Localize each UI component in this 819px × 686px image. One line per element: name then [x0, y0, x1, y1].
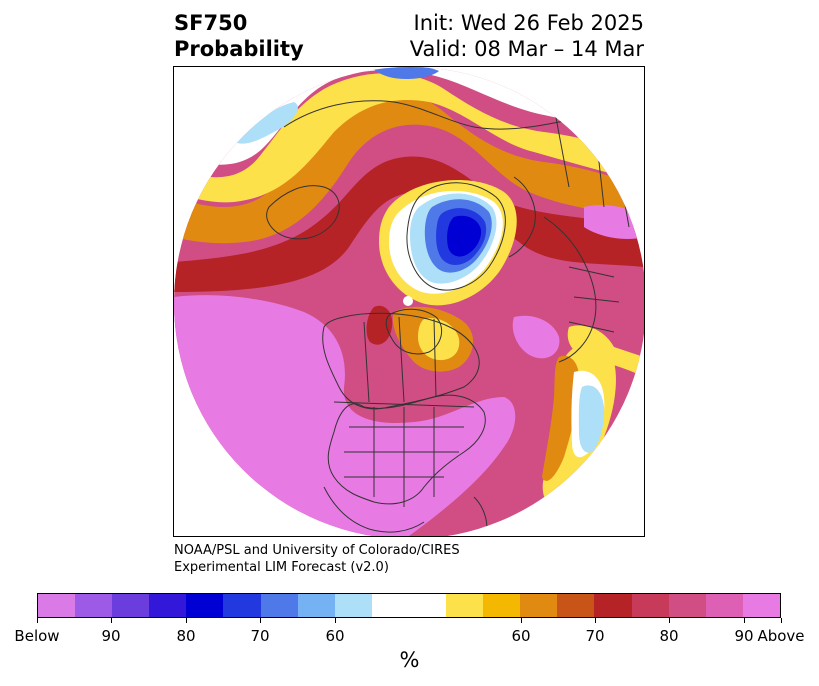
- colorbar-below-swatch: [260, 594, 298, 617]
- forecast-map: [173, 66, 645, 537]
- colorbar-tick-label: 90: [734, 627, 754, 645]
- colorbar-tick-label: 60: [325, 627, 345, 645]
- colorbar-above-swatch: [446, 594, 484, 617]
- colorbar-below-swatch: [149, 594, 187, 617]
- colorbar-tick-label: 90: [101, 627, 121, 645]
- colorbar-unit-label: %: [399, 648, 420, 672]
- title-product: Probability: [174, 37, 304, 61]
- colorbar-tick-label: 70: [250, 627, 270, 645]
- field-small-white-dot: [403, 296, 413, 306]
- colorbar-above-swatch: [594, 594, 632, 617]
- coast-north-america: [327, 394, 486, 505]
- border-us-canada: [333, 401, 475, 408]
- field-pink-south: [174, 295, 516, 536]
- colorbar-below-swatch: [112, 594, 150, 617]
- colorbar-tick-label: Above: [757, 627, 805, 645]
- colorbar-tick-mark: [595, 618, 596, 623]
- colorbar-above-swatch: [742, 594, 780, 617]
- colorbar-below-swatch: [334, 594, 372, 617]
- colorbar-tick-mark: [111, 618, 112, 623]
- colorbar-tick-mark: [186, 618, 187, 623]
- coast-canada: [322, 312, 480, 410]
- coast-greenland: [406, 182, 506, 291]
- colorbar-tick-label: 80: [176, 627, 196, 645]
- colorbar-above-swatch: [557, 594, 595, 617]
- colorbar-tick-mark: [37, 618, 38, 623]
- credit-line-1: NOAA/PSL and University of Colorado/CIRE…: [174, 543, 460, 558]
- title-variable: SF750: [174, 11, 248, 35]
- map-svg: [174, 67, 644, 536]
- field-pink-east: [512, 315, 560, 359]
- coast-alaska: [266, 185, 340, 240]
- coast-central-america: [323, 486, 425, 533]
- field-lightblue-atlantic: [578, 385, 605, 453]
- valid-range: Valid: 08 Mar – 14 Mar: [409, 37, 644, 61]
- colorbar-below-swatch: [38, 594, 76, 617]
- colorbar-tick-mark: [260, 618, 261, 623]
- forecast-dates: Init: Wed 26 Feb 2025 Valid: 08 Mar – 14…: [410, 10, 644, 62]
- border-provinces: [363, 316, 437, 403]
- colorbar-tick-mark: [781, 618, 782, 623]
- probability-field: [174, 67, 644, 536]
- colorbar-tick-label: 80: [659, 627, 679, 645]
- coast-scandinavia: [508, 176, 536, 258]
- colorbar-tick-mark: [669, 618, 670, 623]
- colorbar-tick-mark: [744, 618, 745, 623]
- field-yellow-band: [174, 73, 644, 203]
- credit-line-2: Experimental LIM Forecast (v2.0): [174, 560, 389, 575]
- colorbar-below-swatch: [297, 594, 335, 617]
- coast-hudson-bay: [385, 308, 443, 355]
- colorbar: [37, 593, 781, 618]
- field-blue-cap: [374, 67, 439, 79]
- border-europe: [568, 266, 620, 333]
- colorbar-tick-label: 70: [585, 627, 605, 645]
- colorbar-below-swatch: [75, 594, 113, 617]
- colorbar-neutral-swatch: [371, 594, 447, 617]
- init-date: Init: Wed 26 Feb 2025: [413, 11, 644, 35]
- colorbar-above-swatch: [631, 594, 669, 617]
- field-orange-band: [174, 89, 644, 244]
- colorbar-tick-mark: [521, 618, 522, 623]
- field-hudson-red: [366, 305, 393, 345]
- colorbar-above-swatch: [705, 594, 743, 617]
- colorbar-below-swatch: [223, 594, 261, 617]
- border-states-1: [344, 407, 464, 507]
- field-lightblue-arc: [234, 102, 298, 144]
- map-title: SF750 Probability: [174, 10, 304, 62]
- field-orange-atlantic: [542, 355, 579, 481]
- colorbar-ticks: Below 90 80 70 60 60 70 80 90 Above: [0, 618, 819, 648]
- coast-europe: [543, 216, 597, 363]
- colorbar-tick-mark: [335, 618, 336, 623]
- colorbar-above-swatch: [520, 594, 558, 617]
- credit-text: NOAA/PSL and University of Colorado/CIRE…: [174, 542, 460, 576]
- colorbar-tick-label: Below: [14, 627, 60, 645]
- field-polar-core: [447, 215, 482, 257]
- field-hudson-yellow: [418, 318, 460, 361]
- colorbar-below-swatch: [186, 594, 224, 617]
- colorbar-above-swatch: [668, 594, 706, 617]
- field-red-band: [174, 156, 644, 292]
- colorbar-tick-label: 60: [511, 627, 531, 645]
- colorbar-above-swatch: [483, 594, 521, 617]
